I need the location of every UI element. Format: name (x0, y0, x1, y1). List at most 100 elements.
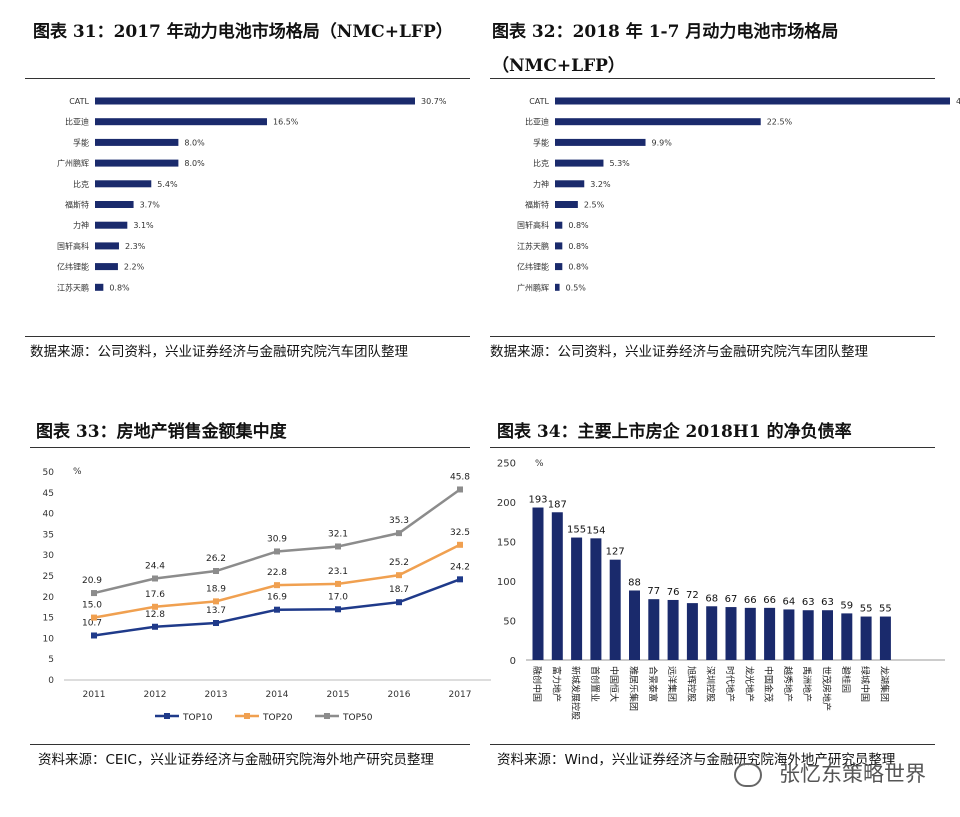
bar-category-label: 广州鹏辉 (57, 158, 89, 168)
bar-category-label: 力神 (533, 179, 549, 189)
point-value-label: 12.8 (145, 610, 165, 620)
bar-category-label: CATL (69, 97, 89, 106)
bar (629, 590, 640, 660)
bar (555, 159, 604, 167)
bar-value-label: 2.5% (584, 201, 605, 210)
chart33-source: 资料来源：CEIC，兴业证券经济与金融研究院海外地产研究员整理 (38, 752, 434, 768)
point-value-label: 18.9 (206, 584, 226, 594)
x-tick-label: 2013 (205, 690, 228, 700)
bar (555, 138, 646, 146)
bar-category-label: 富力地产 (550, 666, 562, 702)
x-tick-label: 2016 (388, 690, 411, 700)
y-axis-unit: % (535, 459, 544, 469)
series-point (457, 576, 463, 583)
bar-value-label: 8.0% (184, 159, 205, 168)
chart33-title: 图表 33：房地产销售金额集中度 (36, 422, 287, 442)
bar-value-label: 63 (802, 597, 815, 608)
legend-label: TOP50 (342, 713, 373, 723)
bar-value-label: 0.5% (566, 283, 587, 292)
bar-value-label: 5.4% (157, 180, 178, 189)
y-tick-label: 45 (43, 489, 54, 499)
bar (860, 616, 872, 660)
bar-category-label: 合景泰富 (647, 666, 659, 702)
bar-category-label: 旭辉控股 (685, 666, 697, 702)
bar-value-label: 3.2% (590, 180, 611, 189)
series-point (91, 614, 97, 621)
series-point (213, 568, 219, 575)
y-tick-label: 100 (497, 577, 516, 588)
series-point (457, 486, 463, 493)
bar (555, 97, 950, 105)
wechat-icon (734, 763, 762, 787)
point-value-label: 32.1 (328, 529, 348, 539)
bar-category-label: 比克 (73, 179, 89, 189)
bar-value-label: 2.3% (125, 242, 146, 251)
bar (744, 607, 756, 660)
y-tick-label: 150 (497, 538, 516, 549)
bar-value-label: 127 (606, 547, 625, 558)
chart34-top-rule (490, 447, 935, 448)
bar-value-label: 55 (879, 604, 892, 615)
bar-category-label: 时代地产 (724, 666, 736, 702)
y-tick-label: 30 (43, 551, 55, 561)
bar-value-label: 16.5% (273, 118, 299, 127)
bar-category-label: 孚能 (73, 137, 89, 147)
bar (590, 538, 602, 660)
bar (95, 242, 119, 250)
bar-value-label: 63 (821, 597, 834, 608)
series-point (91, 632, 97, 639)
bar-value-label: 0.8% (109, 283, 130, 292)
watermark: 张忆东策略世界 (779, 762, 926, 786)
y-tick-label: 200 (497, 498, 516, 509)
point-value-label: 22.8 (267, 568, 287, 578)
legend-label: TOP20 (262, 713, 293, 723)
y-tick-label: 0 (510, 656, 516, 667)
legend-marker (244, 713, 250, 719)
bar (95, 263, 118, 271)
bar-value-label: 154 (586, 525, 605, 536)
bar-category-label: 中国金茂 (763, 666, 775, 702)
bar (95, 180, 152, 188)
bar-value-label: 187 (548, 499, 567, 510)
series-point (335, 543, 341, 550)
chart33-top-rule (30, 447, 470, 448)
bar-value-label: 67 (725, 594, 738, 605)
bar-category-label: 比亚迪 (525, 117, 549, 127)
chart32-title-line2: （NMC+LFP） (492, 56, 625, 76)
bar-category-label: 力神 (73, 220, 89, 230)
point-value-label: 13.7 (206, 606, 226, 616)
legend-marker (164, 713, 170, 719)
bar (555, 118, 761, 126)
point-value-label: 35.3 (389, 516, 409, 526)
series-point (457, 541, 463, 548)
bar-category-label: 禹洲地产 (801, 666, 813, 702)
bar (879, 616, 891, 660)
x-tick-label: 2012 (144, 690, 167, 700)
series-point (335, 606, 341, 613)
bar-category-label: 中国恒大 (608, 666, 620, 702)
series-point (274, 548, 280, 555)
point-value-label: 45.8 (450, 472, 470, 482)
bar-category-label: 江苏天鹏 (517, 241, 549, 251)
bar-category-label: 亿纬锂能 (57, 262, 89, 272)
series-point (213, 620, 219, 627)
series-point (152, 623, 158, 630)
bar-category-label: 绿城中国 (859, 666, 871, 702)
y-axis-unit: % (73, 467, 82, 477)
y-tick-label: 250 (497, 459, 516, 470)
bar-value-label: 59 (840, 600, 853, 611)
x-tick-label: 2014 (266, 690, 289, 700)
bar (802, 610, 814, 660)
bar-category-label: 江苏天鹏 (57, 282, 89, 292)
bar (555, 201, 578, 208)
bar (95, 283, 104, 291)
bar-category-label: 深圳控股 (705, 666, 717, 702)
bar (95, 159, 179, 167)
bar (725, 607, 737, 660)
point-value-label: 18.7 (389, 585, 409, 595)
x-tick-label: 2011 (83, 690, 106, 700)
bar-value-label: 2.2% (124, 263, 145, 272)
bar-value-label: 8.0% (184, 138, 205, 147)
x-tick-label: 2015 (327, 690, 350, 700)
bar-category-label: 首创置业 (589, 666, 601, 702)
